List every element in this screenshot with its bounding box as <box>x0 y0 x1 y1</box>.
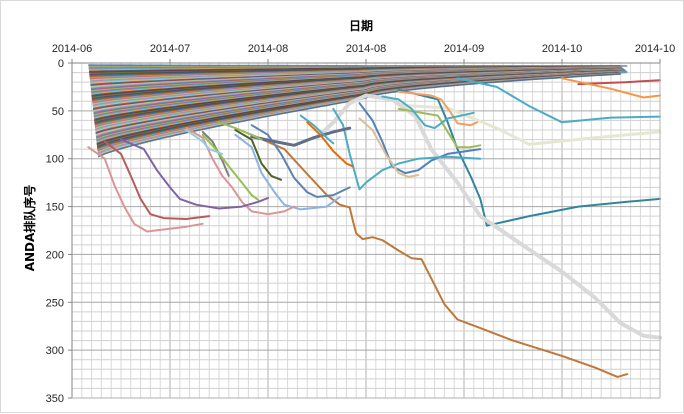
series-line-26 <box>219 122 262 139</box>
y-tick-label: 200 <box>46 249 64 261</box>
series-line-2 <box>458 78 661 122</box>
y-axis-title: ANDA排队序号 <box>22 185 37 272</box>
y-tick-label: 300 <box>46 345 64 357</box>
x-tick-label: 2014-08 <box>248 43 288 55</box>
y-tick-label: 50 <box>52 106 64 118</box>
x-tick-label: 2014-10 <box>635 43 675 55</box>
x-tick-label: 2014-06 <box>52 43 92 55</box>
x-tick-label: 2014-07 <box>150 43 190 55</box>
x-tick-label: 2014-09 <box>444 43 484 55</box>
series-line-13 <box>252 125 350 197</box>
x-tick-label: 2014-08 <box>346 43 386 55</box>
y-tick-label: 350 <box>46 393 64 405</box>
y-tick-label: 100 <box>46 154 64 166</box>
series-line-18 <box>203 135 259 200</box>
series-line-20 <box>121 140 268 209</box>
y-tick-label: 250 <box>46 297 64 309</box>
x-tick-label: 2014-10 <box>542 43 582 55</box>
x-axis-title: 日期 <box>349 18 373 33</box>
y-tick-label: 150 <box>46 202 64 214</box>
series-line-23 <box>252 128 350 145</box>
y-tick-label: 0 <box>58 58 64 70</box>
series-line-21 <box>105 142 210 220</box>
